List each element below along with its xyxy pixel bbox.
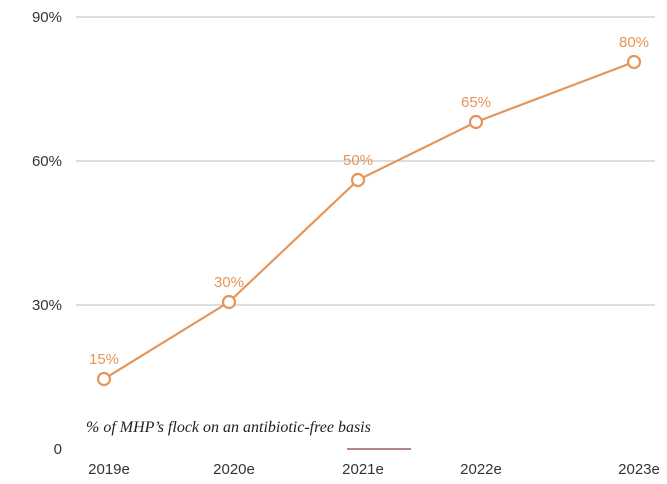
data-point [350, 172, 366, 188]
x-tick-label: 2020e [213, 461, 255, 478]
data-point [626, 54, 642, 70]
y-tick-label: 60% [32, 153, 62, 170]
x-axis-ticks: 2019e 2020e 2021e 2022e 2023e [88, 461, 660, 478]
x-tick-label: 2023e [618, 461, 660, 478]
y-tick-label: 90% [32, 9, 62, 26]
data-point [468, 114, 484, 130]
chart-annotation: % of MHP’s flock on an antibiotic-free b… [86, 419, 371, 436]
y-axis-ticks: 0 30% 60% 90% [32, 9, 62, 458]
data-label: 30% [214, 274, 244, 291]
y-tick-label: 0 [54, 441, 62, 458]
series-line [103, 60, 635, 380]
data-label: 65% [461, 94, 491, 111]
x-tick-label: 2022e [460, 461, 502, 478]
gridlines [76, 16, 655, 306]
x-tick-label: 2021e [342, 461, 384, 478]
data-labels: 15% 30% 50% 65% 80% [89, 34, 649, 368]
data-label: 50% [343, 152, 373, 169]
data-point [96, 371, 112, 387]
x-tick-label: 2019e [88, 461, 130, 478]
data-point [221, 294, 237, 310]
y-tick-label: 30% [32, 297, 62, 314]
data-label: 80% [619, 34, 649, 51]
data-label: 15% [89, 351, 119, 368]
series-layer [96, 54, 642, 387]
